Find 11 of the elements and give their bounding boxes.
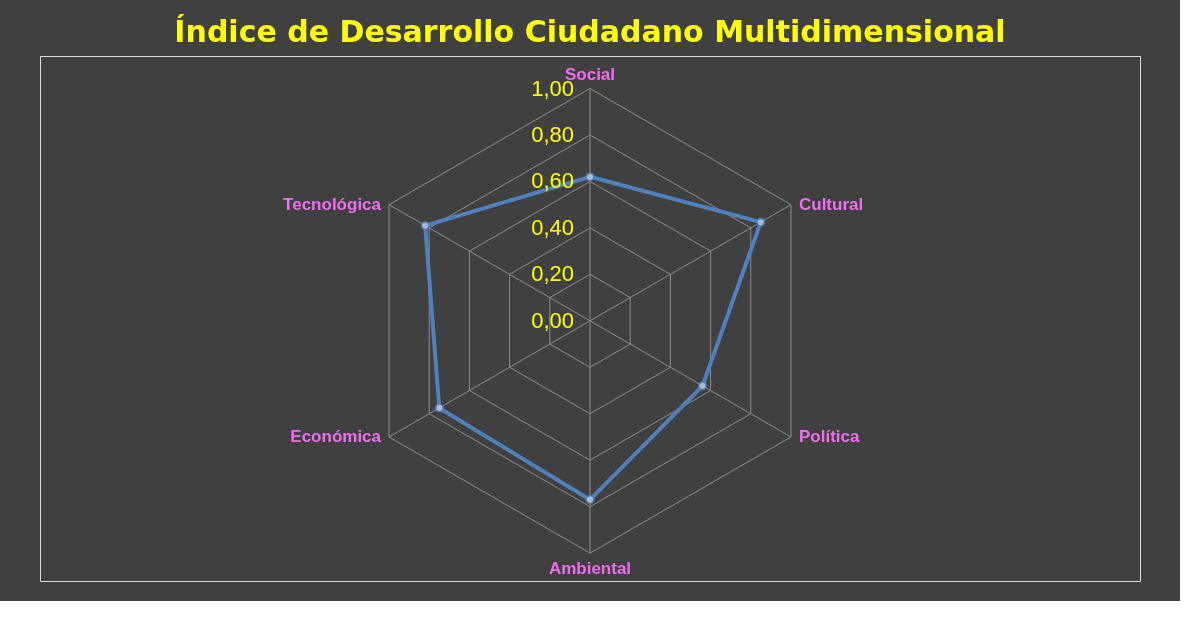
y-tick-label: 0,60 — [531, 168, 574, 194]
y-tick-label: 0,40 — [531, 214, 574, 240]
spoke-label: Política — [798, 426, 860, 446]
spoke-label: Ambiental — [548, 559, 632, 579]
spoke-label: Económica — [290, 426, 382, 446]
spoke-label: Cultural — [798, 194, 864, 214]
chart-title: Índice de Desarrollo Ciudadano Multidimensional — [174, 14, 1006, 49]
y-tick-label: 0,20 — [531, 261, 574, 287]
spoke-label: Tecnológica — [283, 194, 382, 214]
y-tick-label: 0,00 — [531, 307, 574, 333]
y-tick-label: 0,80 — [531, 121, 574, 147]
